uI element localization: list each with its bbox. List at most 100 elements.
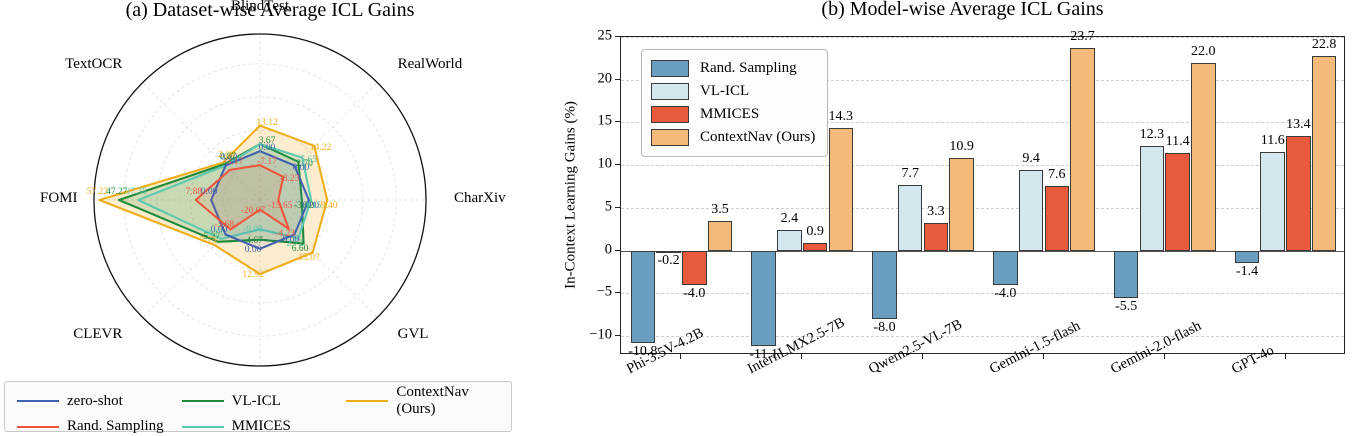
bar-legend-item-vl-icl[interactable]: VL-ICL (651, 80, 815, 103)
panel-b-title: (b) Model-wise Average ICL Gains (821, 0, 1104, 20)
radar-legend-item-vl-icl[interactable]: VL-ICL (176, 393, 341, 410)
radar-gridlines (93, 33, 427, 367)
legend-color-swatch (651, 129, 689, 146)
bar-contextnav-ours[interactable] (1311, 55, 1337, 251)
bar-vl-icl[interactable] (1139, 145, 1165, 251)
bar-vl-icl[interactable] (777, 230, 802, 251)
radar-series-rand-sampling (194, 164, 290, 231)
bar-value-label: 12.3 (1139, 126, 1165, 142)
bar-mmices[interactable] (1165, 153, 1190, 251)
legend-label: VL-ICL (700, 83, 750, 99)
radar-series-vl-icl (117, 142, 305, 245)
legend-line-swatch (17, 400, 59, 402)
bar-legend: Rand. Sampling VL-ICL MMICES ContextNav (Ou… (641, 49, 829, 157)
bar-contextnav-ours[interactable] (1070, 48, 1095, 251)
gridline (621, 293, 1344, 295)
bar-mmices[interactable] (923, 222, 949, 251)
radar-legend-item-mmices[interactable]: MMICES (176, 418, 341, 435)
y-tick-label: 10 (597, 155, 613, 172)
bar-value-label: 10.9 (949, 138, 974, 154)
bar-rand-sampling[interactable] (993, 250, 1018, 285)
bar-mmices[interactable] (682, 250, 707, 285)
bar-group: -5.5 12.3 11.4 22.0 (1104, 37, 1225, 353)
bar-value-label: 13.4 (1286, 117, 1311, 133)
bar-group: -10.8 -0.2 -4.0 3.5 (621, 37, 742, 359)
bar-rand-sampling[interactable] (1113, 250, 1139, 298)
y-tick-mark (615, 36, 620, 37)
bar-legend-item-mmices[interactable]: MMICES (651, 103, 815, 126)
radar-legend-item-rand-sampling[interactable]: Rand. Sampling (11, 418, 176, 435)
radar-value-label: 14.22 (309, 143, 332, 154)
legend-label: ContextNav (Ours) (700, 129, 816, 145)
bar-contextnav-ours[interactable] (949, 157, 974, 251)
y-tick-label: 0 (604, 241, 612, 258)
radar-series-contextnav-ours (98, 124, 329, 276)
y-axis-label-text: In-Context Learning Gains (%) (562, 101, 579, 289)
radar-value-label: 37.38 (125, 187, 147, 197)
radar-legend-item-contextnav-ours[interactable]: ContextNav (Ours) (340, 384, 505, 418)
bar-rand-sampling[interactable] (630, 250, 656, 344)
bar-contextnav-ours[interactable] (828, 128, 854, 251)
radar-value-label: -3.68 (214, 219, 235, 230)
bar-rand-sampling[interactable] (1234, 250, 1260, 263)
legend-color-swatch (651, 83, 689, 100)
radar-value-label: 0.00 (292, 163, 310, 173)
bar-value-label: 11.4 (1165, 134, 1190, 150)
bar-vl-icl[interactable] (897, 184, 923, 251)
x-tick-mark (1163, 354, 1165, 359)
bar-mmices[interactable] (802, 243, 828, 251)
bar-vl-icl[interactable] (656, 250, 681, 253)
y-tick-mark (615, 164, 620, 166)
gridline (621, 79, 1344, 81)
gridline (621, 336, 1344, 338)
bar-value-label: 23.7 (1070, 29, 1095, 45)
bar-value-label: -11.1 (749, 346, 779, 362)
radar-value-label: 47.27 (106, 187, 128, 197)
y-tick-label: 20 (597, 70, 613, 87)
bar-group: -8.0 7.7 3.3 10.9 (863, 37, 984, 353)
bar-vl-icl[interactable] (1260, 151, 1285, 251)
radar-axis-label-charxiv: CharXiv (454, 190, 506, 206)
gridline (621, 122, 1344, 124)
bar-group: -4.0 9.4 7.6 23.7 (984, 29, 1105, 353)
bar-mmices[interactable] (1286, 136, 1311, 251)
bar-vl-icl[interactable] (1018, 170, 1044, 251)
bar-rand-sampling[interactable] (872, 250, 897, 320)
radar-legend-item-zero-shot[interactable]: zero-shot (11, 393, 176, 410)
radar-value-label: 12.92 (242, 270, 264, 281)
bar-value-label: 7.6 (1048, 166, 1066, 182)
radar-value-label: 1.15 (304, 201, 322, 211)
bar-value-label: -1.4 (1235, 263, 1259, 279)
bar-value-label: 7.7 (901, 165, 919, 181)
bar-group: -1.4 11.6 13.4 22.8 (1225, 37, 1346, 353)
bar-value-label: -10.8 (628, 344, 658, 360)
x-tick-mark (1042, 354, 1044, 359)
bar-mmices[interactable] (1044, 185, 1070, 251)
bar-legend-item-contextnav-ours[interactable]: ContextNav (Ours) (651, 126, 815, 149)
radar-value-label: 13.12 (256, 117, 278, 128)
gridline (621, 165, 1344, 167)
y-tick-label: 25 (597, 27, 613, 44)
panel-a-radar: (a) Dataset-wise Average ICL Gains Blind… (0, 0, 540, 436)
bar-value-label: -5.5 (1115, 298, 1138, 314)
radar-axis-label-fomi: FOMI (40, 190, 78, 206)
bar-value-label: 2.4 (780, 211, 799, 227)
legend-label: MMICES (231, 418, 291, 434)
bar-contextnav-ours[interactable] (1191, 62, 1216, 251)
bar-value-label: -4.0 (683, 285, 706, 301)
radar-series-group (98, 124, 329, 276)
bar-legend-item-rand-sampling[interactable]: Rand. Sampling (651, 57, 815, 80)
bar-contextnav-ours[interactable] (707, 220, 733, 251)
legend-color-swatch (651, 106, 689, 123)
bar-rand-sampling[interactable] (751, 250, 776, 346)
legend-label: zero-shot (67, 392, 123, 409)
radar-value-label: -9.98 (243, 225, 263, 236)
radar-value-label: 5.27 (203, 232, 221, 243)
x-tick-mark (680, 354, 682, 359)
radar-value-label: 57.22 (86, 187, 109, 197)
gridline (621, 207, 1344, 209)
bar-value-label: 3.3 (927, 203, 945, 219)
y-tick-label: 15 (597, 112, 613, 129)
radar-value-label: 3.67 (258, 136, 276, 146)
